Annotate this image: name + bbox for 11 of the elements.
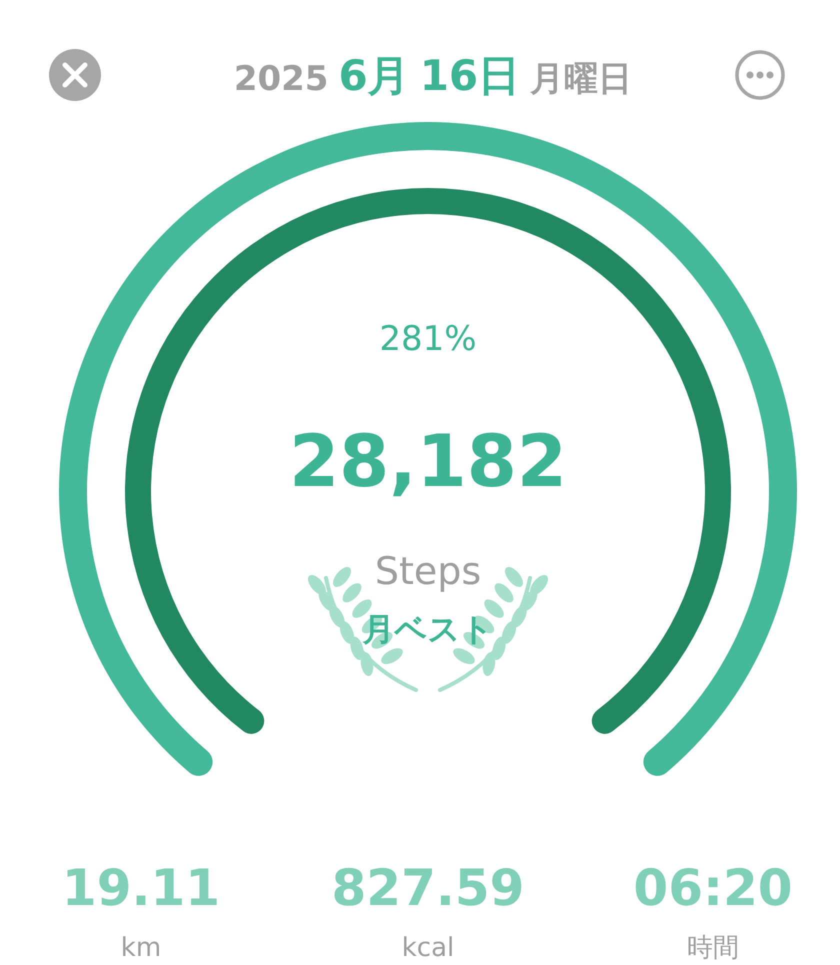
text: 時間 xyxy=(687,933,739,963)
text: km xyxy=(120,933,162,963)
text: 19.11 xyxy=(62,859,220,917)
text: 281% xyxy=(379,319,477,359)
text: Steps xyxy=(374,549,482,593)
text: 06:20 xyxy=(633,859,793,917)
text: 827.59 xyxy=(332,859,524,917)
text: 月ベスト xyxy=(362,610,494,648)
text: kcal xyxy=(402,933,454,963)
chart-title: 2025 6月 16日 月曜日 xyxy=(234,51,632,100)
text: 28,182 xyxy=(289,419,567,503)
